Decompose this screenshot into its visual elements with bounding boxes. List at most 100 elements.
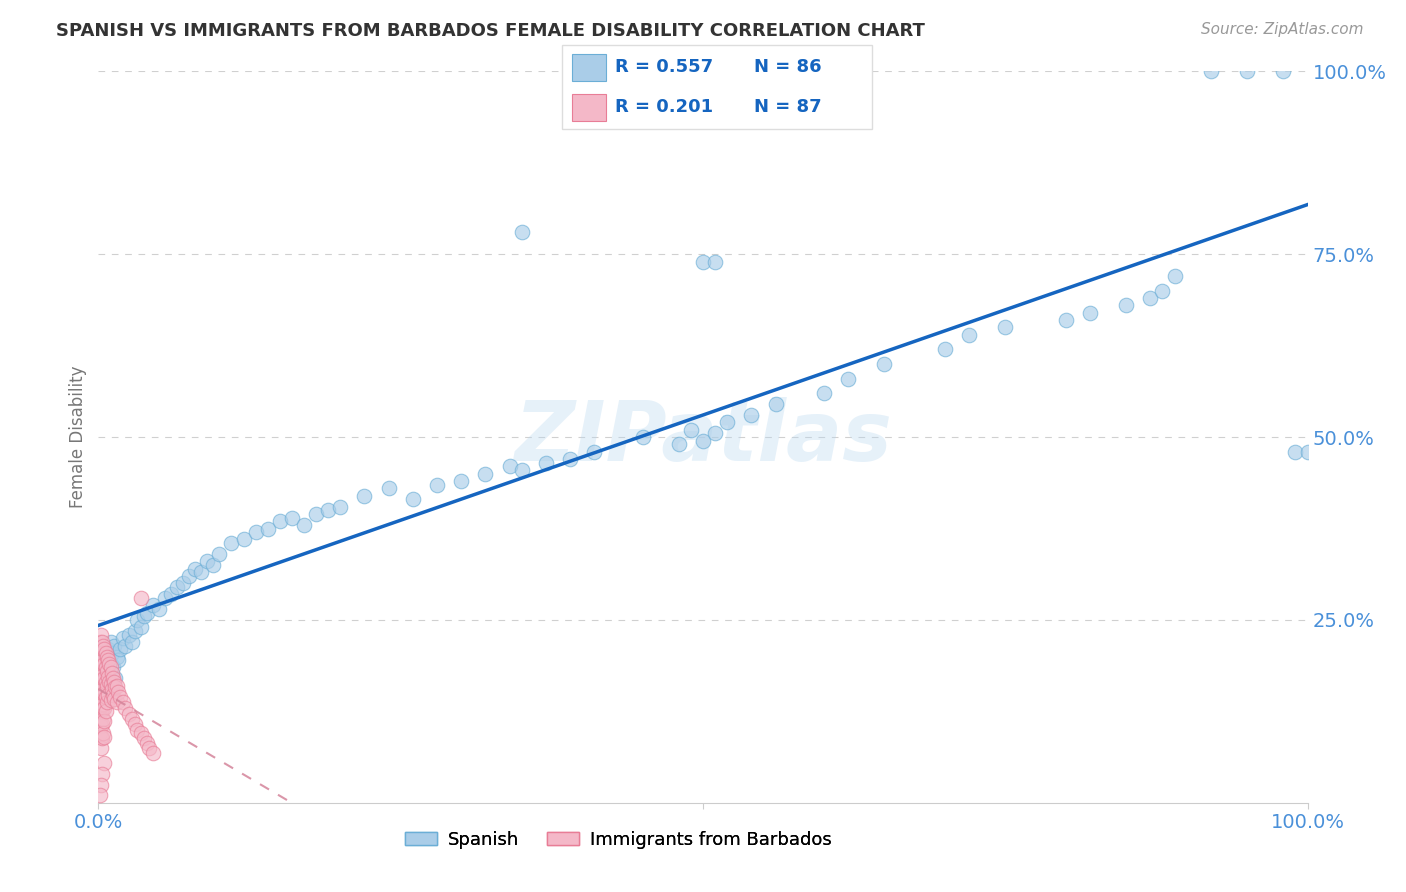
Point [510, 463, 533, 477]
Point [765, 397, 787, 411]
Point [108, 642, 131, 657]
Point [837, 371, 859, 385]
Point [108, 690, 131, 704]
Point [1163, 269, 1185, 284]
Point [107, 684, 129, 698]
Point [1054, 313, 1077, 327]
Point [93, 679, 115, 693]
Point [329, 500, 352, 514]
Point [94, 675, 117, 690]
Point [118, 706, 141, 721]
Point [93, 700, 115, 714]
Point [121, 712, 143, 726]
Point [91, 690, 114, 704]
Point [104, 672, 127, 686]
Point [957, 327, 980, 342]
Point [127, 613, 149, 627]
Text: R = 0.201: R = 0.201 [614, 98, 713, 116]
Point [96, 667, 118, 681]
Point [498, 459, 520, 474]
Point [94, 705, 117, 719]
Point [97, 642, 120, 657]
Point [91, 675, 114, 690]
Point [1139, 291, 1161, 305]
Point [105, 649, 128, 664]
Point [179, 569, 201, 583]
FancyBboxPatch shape [572, 94, 606, 120]
Point [97, 670, 120, 684]
Point [100, 660, 122, 674]
Point [90, 649, 112, 664]
Point [704, 426, 727, 441]
Point [101, 688, 124, 702]
Point [631, 430, 654, 444]
Point [716, 416, 738, 430]
Point [281, 510, 304, 524]
FancyBboxPatch shape [572, 54, 606, 81]
Point [377, 481, 399, 495]
Point [89, 657, 111, 671]
Point [89, 715, 111, 730]
Point [96, 679, 118, 693]
Point [221, 536, 243, 550]
Point [142, 746, 165, 760]
Point [100, 646, 122, 660]
Point [101, 660, 124, 674]
Point [105, 679, 128, 693]
Point [135, 606, 157, 620]
Point [93, 756, 115, 770]
Point [89, 686, 111, 700]
Point [256, 521, 278, 535]
Point [100, 677, 122, 691]
Point [89, 672, 111, 686]
Point [90, 693, 112, 707]
Point [91, 726, 114, 740]
Point [190, 566, 212, 580]
Point [98, 657, 121, 671]
Point [269, 514, 291, 528]
Point [679, 423, 702, 437]
Point [94, 646, 117, 660]
Point [474, 467, 496, 481]
Point [135, 736, 157, 750]
Point [96, 664, 118, 678]
Point [91, 667, 114, 681]
Point [124, 624, 146, 638]
Point [558, 452, 581, 467]
Point [153, 591, 176, 605]
Point [91, 649, 114, 664]
Point [89, 789, 111, 803]
Point [91, 712, 114, 726]
Point [98, 675, 121, 690]
Point [450, 474, 472, 488]
Point [91, 660, 114, 674]
Point [114, 700, 136, 714]
Point [89, 635, 111, 649]
Point [98, 675, 121, 690]
Point [232, 533, 254, 547]
FancyBboxPatch shape [562, 45, 872, 129]
Point [91, 664, 114, 678]
Text: ZIPatlas: ZIPatlas [515, 397, 891, 477]
Point [93, 672, 115, 686]
Point [87, 679, 110, 693]
Point [93, 730, 115, 744]
Point [208, 547, 231, 561]
Point [90, 705, 112, 719]
Point [89, 700, 111, 714]
Text: SPANISH VS IMMIGRANTS FROM BARBADOS FEMALE DISABILITY CORRELATION CHART: SPANISH VS IMMIGRANTS FROM BARBADOS FEMA… [56, 22, 925, 40]
Point [94, 660, 117, 674]
Point [103, 639, 125, 653]
Point [534, 456, 557, 470]
Point [104, 680, 127, 694]
Point [245, 525, 267, 540]
Legend: Spanish, Immigrants from Barbados: Spanish, Immigrants from Barbados [398, 823, 839, 856]
Point [101, 672, 124, 686]
Point [668, 437, 690, 451]
Point [994, 320, 1017, 334]
Point [934, 343, 956, 357]
Point [93, 642, 115, 657]
Point [160, 587, 183, 601]
Point [93, 686, 115, 700]
Point [1078, 306, 1101, 320]
